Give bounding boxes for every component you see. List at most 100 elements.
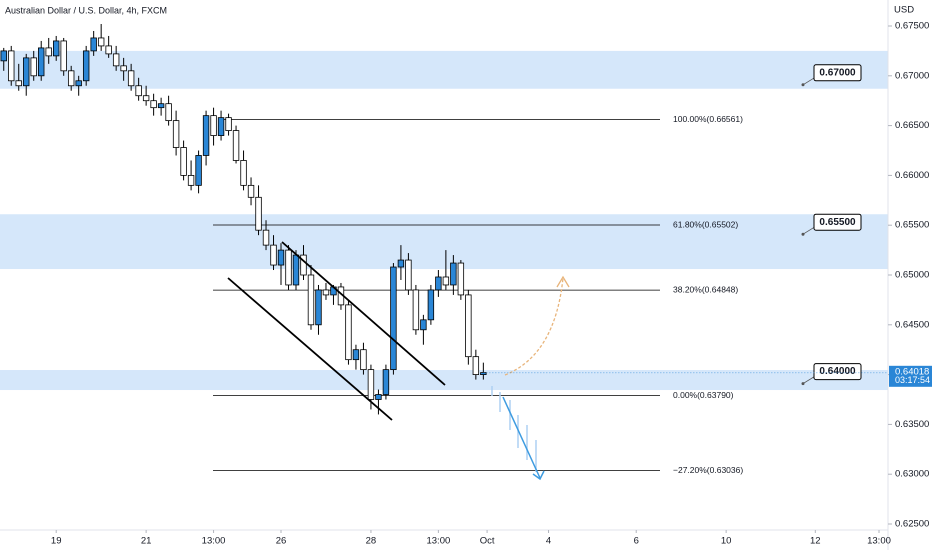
chart-title: Australian Dollar / U.S. Dollar, 4h, FXC… (5, 5, 167, 15)
candle-body (210, 115, 217, 136)
candle-body (382, 369, 390, 395)
zone-label-box (813, 213, 862, 231)
candle-body (255, 196, 262, 231)
candle-body (225, 117, 232, 131)
zone-label-box (813, 64, 862, 82)
candle-body (90, 37, 97, 52)
candle-body (0, 50, 7, 62)
y-tick-label: 0.66500 (895, 120, 929, 131)
zone-label: 0.67000 (819, 67, 856, 78)
candle-body (105, 45, 112, 55)
candle-body (45, 47, 52, 57)
y-tick-label: 0.63500 (895, 419, 929, 430)
candle-body (60, 40, 67, 72)
x-tick-label: 21 (141, 536, 152, 547)
currency-label: USD (894, 5, 914, 16)
x-tick-label: 4 (546, 536, 551, 547)
x-tick-label: Oct (480, 536, 495, 547)
candle-body (442, 276, 450, 286)
fib-label: 61.80%(0.65502) (673, 219, 738, 229)
x-tick-label: 19 (51, 536, 62, 547)
x-tick-label: 13:00 (867, 536, 891, 547)
candle-body (450, 262, 457, 286)
candle-body (375, 394, 382, 400)
up-projection (504, 277, 564, 376)
candle-body (15, 80, 22, 87)
zone-band (0, 370, 888, 391)
candle-body (300, 254, 307, 276)
y-tick-label: 0.62500 (895, 519, 929, 530)
down-arrowhead (532, 470, 545, 481)
y-tick-label: 0.65500 (895, 220, 929, 231)
candle-body (112, 53, 120, 67)
candle-body (157, 103, 165, 109)
zone-band (0, 50, 888, 89)
candle-body (292, 254, 300, 286)
candle-body (217, 117, 225, 136)
candle-body (412, 289, 420, 331)
candle-body (240, 160, 247, 186)
candle-body (53, 40, 60, 57)
up-arrowhead (556, 275, 570, 288)
x-tick-label: 13:00 (426, 536, 450, 547)
candle-body (97, 37, 105, 47)
candle-body (120, 65, 127, 72)
candle-body (405, 259, 412, 291)
candle-body (285, 249, 292, 286)
candle-body (435, 276, 442, 291)
zone-label: 0.64000 (819, 366, 856, 377)
down-projection (502, 396, 541, 479)
y-tick-label: 0.67000 (895, 70, 929, 81)
candle-body (360, 349, 367, 371)
candle-body (180, 147, 187, 176)
fib-label: 100.00%(0.66561) (673, 114, 743, 124)
x-tick-label: 13:00 (202, 536, 226, 547)
candle-body (172, 120, 180, 148)
candle-body (367, 369, 375, 400)
candle-body (322, 289, 330, 296)
candle-body (270, 244, 277, 266)
x-tick-label: 6 (634, 536, 639, 547)
x-tick-label: 28 (366, 536, 377, 547)
candle-body (345, 304, 352, 361)
candle-body (247, 184, 255, 198)
fib-label: −27.20%(0.63036) (673, 465, 743, 475)
x-tick-label: 26 (276, 536, 287, 547)
candle-body (390, 266, 397, 371)
last-price-label: 0.64018 (895, 366, 929, 377)
channel-line (227, 277, 393, 421)
channel-line (281, 241, 446, 386)
zone-band (0, 214, 888, 270)
y-tick-label: 0.66000 (895, 170, 929, 181)
zone-label-box (813, 363, 862, 381)
candle-body (142, 95, 150, 102)
candle-body (202, 115, 210, 156)
y-tick-label: 0.64500 (895, 319, 929, 330)
candle-body (315, 289, 322, 326)
candle-body (195, 155, 202, 186)
candle-body (23, 57, 30, 87)
y-tick-label: 0.63000 (895, 469, 929, 480)
x-tick-label: 10 (721, 536, 732, 547)
candle-body (307, 274, 315, 326)
countdown-label: 03:17:54 (895, 375, 930, 385)
candle-body (262, 229, 270, 246)
y-tick-label: 0.67500 (895, 21, 929, 32)
candle-body (232, 130, 240, 161)
candle-body (38, 47, 45, 77)
candle-body (420, 319, 427, 331)
last-price-box (889, 365, 932, 387)
candle-body (465, 294, 472, 358)
candle-body (472, 356, 480, 375)
fib-label: 38.20%(0.64848) (673, 284, 738, 294)
candle-body (427, 289, 435, 321)
candle-body (165, 103, 172, 122)
candle-body (127, 70, 135, 87)
candle-body (150, 100, 157, 109)
candle-body (397, 259, 405, 268)
candle-body (75, 80, 82, 87)
candle-body (30, 57, 37, 77)
candle-body (82, 50, 90, 82)
candle-body (135, 85, 142, 97)
